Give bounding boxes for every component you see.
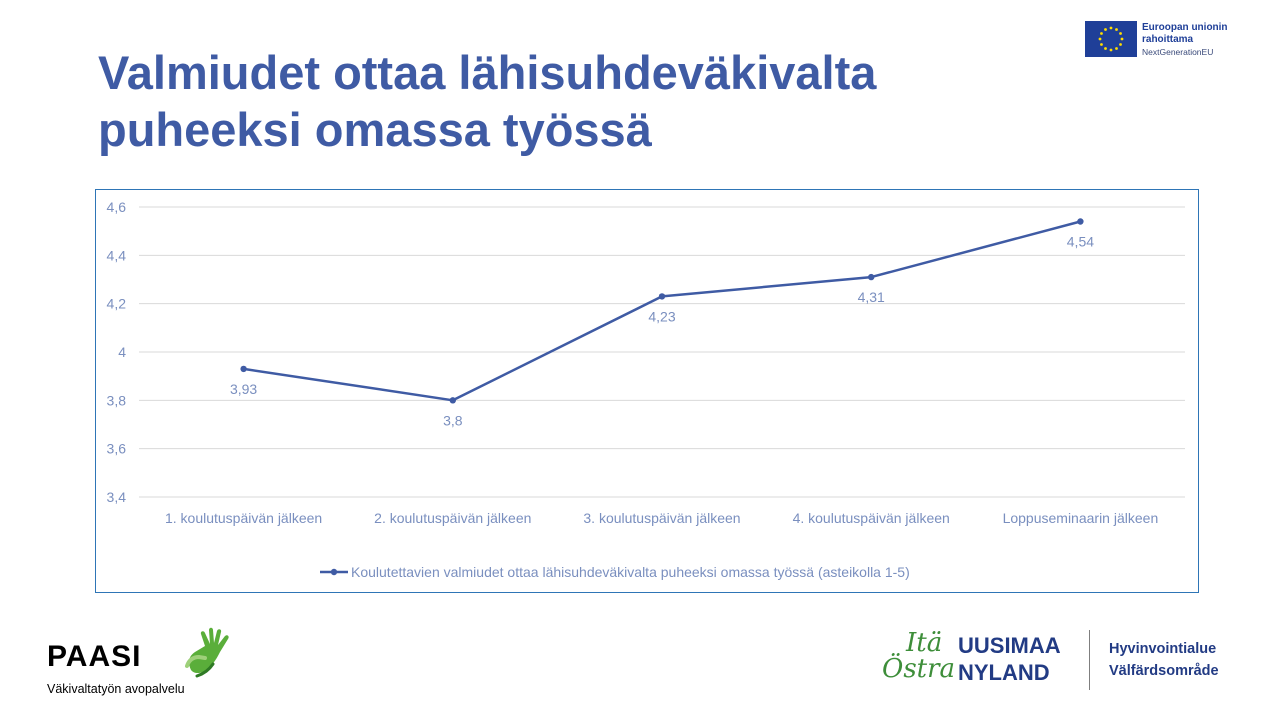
ita-caps-1: UUSIMAA — [958, 633, 1061, 658]
data-label: 4,31 — [858, 289, 885, 305]
eu-badge-line-2: rahoittama — [1142, 34, 1194, 45]
x-tick-label: 3. koulutuspäivän jälkeen — [583, 510, 740, 526]
data-label: 4,54 — [1067, 234, 1094, 250]
chart-canvas: 4,6 4,4 4,2 4 3,8 3,6 3,4 1. koulutuspäivän jäl… — [107, 199, 1185, 580]
data-point — [240, 365, 247, 373]
eu-star-icon — [1119, 32, 1122, 35]
x-tick-label: 2. koulutuspäivän jälkeen — [374, 510, 531, 526]
eu-badge-line-3: NextGenerationEU — [1142, 47, 1214, 57]
eu-star-icon — [1100, 43, 1103, 46]
data-point — [1077, 218, 1084, 225]
eu-funding-badge: Euroopan unionin rahoittama NextGenerati… — [1085, 21, 1265, 61]
data-label: 3,93 — [230, 381, 257, 397]
y-tick-label: 4,2 — [107, 296, 127, 312]
y-tick-label: 3,4 — [107, 489, 127, 505]
y-tick-label: 3,8 — [107, 392, 127, 408]
ita-uusimaa-logo: Itä Östra UUSIMAA NYLAND Hyvinvointialue… — [880, 628, 1250, 694]
eu-badge-line-1: Euroopan unionin — [1142, 22, 1228, 33]
ita-script-2: Östra — [882, 654, 956, 684]
data-point — [658, 293, 666, 300]
ita-right-1: Hyvinvointialue — [1109, 641, 1217, 657]
paasi-wordmark: PAASI — [47, 640, 142, 673]
eu-star-icon — [1109, 48, 1113, 52]
slide-title: Valmiudet ottaa lähisuhdeväkivalta puhee… — [98, 44, 1058, 158]
eu-star-icon — [1115, 28, 1118, 31]
y-tick-label: 3,6 — [107, 441, 127, 457]
paasi-subtitle: Väkivaltatyön avopalvelu — [47, 682, 185, 696]
hand-icon — [185, 627, 229, 678]
ita-right-2: Välfärdsområde — [1109, 663, 1219, 679]
y-tick-label: 4 — [118, 344, 126, 360]
ita-script-1: Itä — [906, 628, 943, 658]
line-chart: 4,6 4,4 4,2 4 3,8 3,6 3,4 1. koulutuspäivän jäl… — [95, 189, 1199, 593]
legend-label: Koulutettavien valmiudet ottaa lähisuhde… — [351, 564, 910, 580]
y-tick-label: 4,6 — [107, 199, 127, 215]
x-tick-label: 1. koulutuspäivän jälkeen — [165, 510, 322, 526]
eu-star-icon — [1109, 26, 1113, 30]
eu-star-icon — [1100, 32, 1103, 35]
paasi-logo: PAASI Väkivaltatyön avopalvelu — [47, 626, 247, 700]
x-tick-label: Loppuseminaarin jälkeen — [1003, 510, 1159, 526]
data-label: 4,23 — [648, 308, 675, 324]
eu-star-icon — [1119, 43, 1122, 46]
eu-star-icon — [1115, 47, 1118, 50]
data-point — [868, 273, 875, 281]
y-tick-label: 4,4 — [107, 247, 127, 263]
logo-divider — [1089, 630, 1090, 690]
eu-flag-icon — [1085, 21, 1137, 57]
legend-marker-icon — [330, 568, 338, 576]
data-point — [449, 397, 456, 404]
ita-caps-2: NYLAND — [958, 660, 1050, 685]
eu-star-icon — [1104, 28, 1107, 31]
eu-star-icon — [1098, 37, 1102, 41]
data-label: 3,8 — [443, 412, 463, 428]
slide-title-line-1: Valmiudet ottaa lähisuhdeväkivalta — [98, 46, 877, 99]
eu-badge-text: Euroopan unionin rahoittama NextGenerati… — [1142, 22, 1228, 59]
eu-star-icon — [1120, 37, 1124, 41]
slide-title-line-2: puheeksi omassa työssä — [98, 103, 652, 156]
eu-star-icon — [1104, 47, 1107, 50]
x-tick-label: 4. koulutuspäivän jälkeen — [793, 510, 950, 526]
